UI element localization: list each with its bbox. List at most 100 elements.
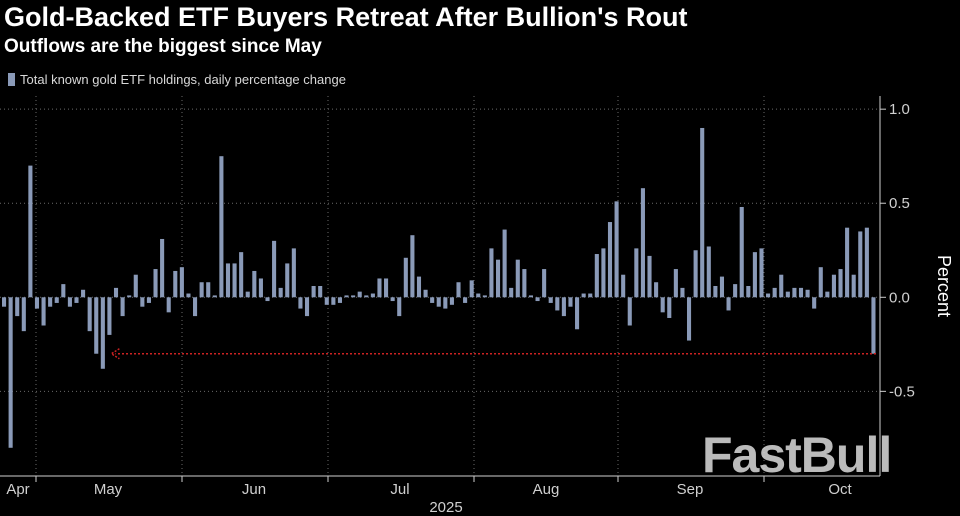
bar — [634, 248, 639, 298]
bar — [179, 267, 184, 298]
bar — [146, 297, 151, 303]
bar — [779, 274, 784, 298]
bar — [542, 269, 547, 298]
bar — [364, 295, 369, 298]
bar — [272, 240, 277, 298]
annotation — [109, 348, 876, 360]
bar — [403, 257, 408, 298]
bar — [640, 188, 645, 298]
bar — [469, 280, 474, 298]
bar — [805, 289, 810, 298]
x-tick-label: May — [94, 481, 123, 498]
bar — [719, 276, 725, 298]
bar — [370, 293, 375, 298]
bar — [140, 297, 145, 307]
bar — [430, 297, 435, 303]
bar — [449, 297, 454, 305]
bar — [654, 282, 659, 298]
bar — [127, 295, 132, 298]
bar — [81, 289, 86, 298]
bar — [285, 263, 290, 298]
bar — [153, 269, 158, 298]
bar — [8, 297, 13, 448]
bar — [133, 274, 138, 298]
bar — [265, 297, 270, 302]
bar — [858, 231, 863, 298]
y-tick-label: 0.0 — [889, 289, 910, 306]
bar — [443, 297, 448, 309]
y-axis-label: Percent — [934, 255, 954, 317]
bar — [291, 248, 296, 298]
x-tick-label: Jul — [390, 481, 409, 498]
bars — [2, 127, 876, 448]
bar — [120, 297, 125, 317]
bar — [377, 278, 382, 298]
bar — [107, 297, 112, 335]
bar — [509, 287, 514, 298]
bar — [456, 282, 461, 298]
bar — [594, 254, 599, 298]
legend-swatch — [8, 73, 15, 86]
bar — [607, 222, 613, 298]
bar — [851, 274, 856, 298]
bar — [482, 295, 487, 298]
bar — [693, 250, 698, 298]
bar — [344, 295, 349, 298]
bar — [733, 284, 738, 298]
bar — [245, 291, 250, 298]
bar — [463, 297, 468, 303]
bar — [219, 156, 224, 298]
bar — [825, 291, 830, 298]
bar — [581, 293, 586, 298]
bar — [199, 282, 204, 298]
bar — [41, 297, 46, 326]
axes: 1.0 0.5 0.0 -0.5 Apr May Jun Jul Aug Sep Oct — [0, 96, 915, 498]
bar — [232, 263, 237, 298]
bar — [48, 297, 53, 307]
bar — [28, 165, 33, 298]
bar — [759, 248, 764, 298]
bar — [588, 293, 593, 298]
bar — [278, 287, 283, 298]
bar — [614, 201, 619, 298]
bar — [680, 287, 685, 298]
bar — [423, 289, 428, 298]
bar — [502, 229, 507, 298]
bar — [416, 276, 422, 298]
bar — [489, 248, 494, 298]
bar — [193, 297, 198, 317]
bar — [561, 297, 566, 317]
watermark-logo: FastBull — [702, 427, 892, 483]
bar — [74, 297, 79, 303]
bar — [100, 297, 105, 369]
bar — [798, 287, 804, 298]
bar — [845, 227, 850, 298]
bar — [173, 270, 178, 298]
bar — [831, 274, 836, 298]
bar — [838, 269, 843, 298]
bar — [397, 297, 402, 317]
x-tick-label: Sep — [677, 481, 704, 498]
bar — [766, 293, 771, 298]
bar — [575, 297, 580, 330]
bar — [700, 127, 705, 298]
bar — [548, 297, 553, 303]
bar — [667, 297, 672, 318]
chart-title: Gold-Backed ETF Buyers Retreat After Bul… — [4, 2, 688, 32]
bar — [515, 259, 520, 298]
bar — [390, 297, 395, 302]
bar — [706, 246, 711, 298]
bar — [331, 297, 336, 305]
bar — [686, 297, 692, 341]
bar — [555, 297, 560, 311]
bar — [21, 297, 26, 332]
bar — [54, 297, 59, 303]
annotation-arrow-head — [109, 348, 120, 360]
bar — [436, 297, 441, 307]
x-tick-label: Aug — [533, 481, 560, 498]
bar — [324, 297, 329, 305]
bar — [67, 297, 72, 307]
bar — [476, 293, 481, 298]
bar — [87, 297, 92, 332]
